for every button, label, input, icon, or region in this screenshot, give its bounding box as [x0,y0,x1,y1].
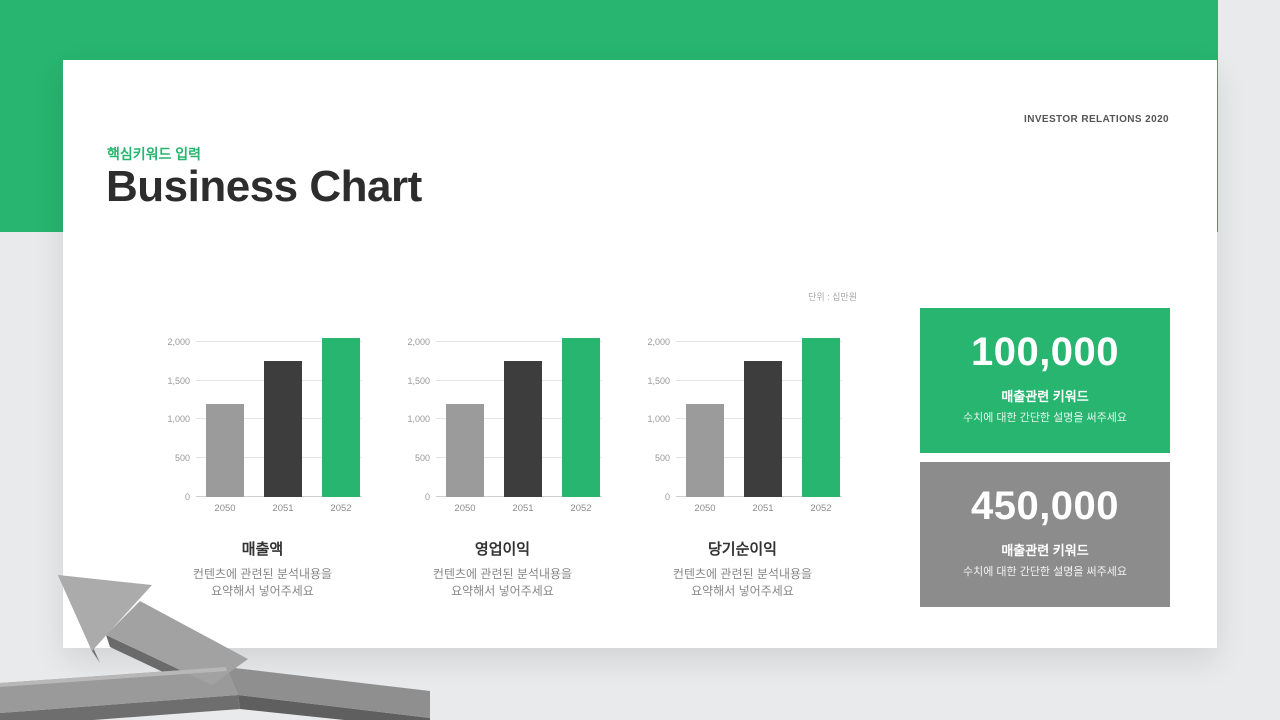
y-tick: 0 [184,492,190,502]
y-tick: 1,000 [167,414,190,424]
plot-area: 2,000 1,500 1,000 500 0 2050 2051 2052 [167,337,362,514]
chart-description: 컨텐츠에 관련된 분석내용을 요약해서 넣어주세요 [160,566,365,600]
page-title: Business Chart [106,162,422,211]
stat-value: 100,000 [970,330,1120,374]
x-label: 2052 [330,503,352,514]
bar-2050 [206,404,244,497]
chart-desc-line: 요약해서 넣어주세요 [691,584,794,598]
chart-desc-line: 컨텐츠에 관련된 분석내용을 [192,567,333,581]
y-tick: 1,500 [407,376,430,386]
bar-2052 [322,338,360,497]
x-label: 2051 [272,503,294,514]
y-tick: 2,000 [647,337,670,347]
unit-note: 단위 : 십만원 [808,292,857,302]
plot-area: 2,000 1,500 1,000 500 0 2050 2051 2052 [407,337,602,514]
y-tick: 0 [424,492,430,502]
chart-title: 당기순이익 [707,541,777,558]
x-label: 2050 [454,503,476,514]
chart-desc-line: 요약해서 넣어주세요 [211,584,314,598]
stat-card-gray: 450,000 매출관련 키워드 수치에 대한 간단한 설명을 써주세요 [920,462,1170,607]
slide-card: INVESTOR RELATIONS 2020 핵심키워드 입력 Busines… [63,60,1217,648]
eyebrow-keyword: 핵심키워드 입력 [107,146,202,162]
gridline: 2,000 [647,337,842,347]
x-label: 2051 [512,503,534,514]
y-tick: 500 [654,453,670,463]
road-arrow-graphic [0,575,430,720]
bar-chart-operating-profit: 2,000 1,500 1,000 500 0 2050 2051 2052 영… [400,330,605,640]
bar-2050 [686,404,724,497]
chart-desc-line: 컨텐츠에 관련된 분석내용을 [432,567,573,581]
stat-keyword: 매출관련 키워드 [1001,389,1089,404]
gridline: 2,000 [167,337,362,347]
bar-2052 [562,338,600,497]
stat-description: 수치에 대한 간단한 설명을 써주세요 [962,412,1128,424]
bar-2051 [744,361,782,497]
y-tick: 500 [174,453,190,463]
y-tick: 2,000 [407,337,430,347]
x-label: 2051 [752,503,774,514]
chart-description: 컨텐츠에 관련된 분석내용을 요약해서 넣어주세요 [640,566,845,600]
stat-card-green: 100,000 매출관련 키워드 수치에 대한 간단한 설명을 써주세요 [920,308,1170,453]
y-tick: 1,000 [647,414,670,424]
y-tick: 1,000 [407,414,430,424]
bar-chart-net-profit: 2,000 1,500 1,000 500 0 2050 2051 2052 당… [640,330,845,640]
bar-2051 [264,361,302,497]
y-tick: 1,500 [647,376,670,386]
bar-2052 [802,338,840,497]
header-right-label: INVESTOR RELATIONS 2020 [1024,114,1169,125]
x-label: 2052 [570,503,592,514]
chart-desc-line: 요약해서 넣어주세요 [451,584,554,598]
x-label: 2050 [694,503,716,514]
plot-area: 2,000 1,500 1,000 500 0 2050 2051 2052 [647,337,842,514]
chart-title: 매출액 [241,541,284,558]
x-label: 2052 [810,503,832,514]
y-tick: 500 [414,453,430,463]
chart-description: 컨텐츠에 관련된 분석내용을 요약해서 넣어주세요 [400,566,605,600]
y-tick: 0 [664,492,670,502]
stat-value: 450,000 [970,484,1120,528]
y-tick: 2,000 [167,337,190,347]
x-label: 2050 [214,503,236,514]
chart-title: 영업이익 [474,541,531,558]
stat-description: 수치에 대한 간단한 설명을 써주세요 [962,566,1128,578]
chart-desc-line: 컨텐츠에 관련된 분석내용을 [672,567,813,581]
bar-2050 [446,404,484,497]
stat-keyword: 매출관련 키워드 [1001,543,1089,558]
bar-2051 [504,361,542,497]
bar-chart-revenue: 2,000 1,500 1,000 500 0 2050 2051 2052 매… [160,330,365,640]
y-tick: 1,500 [167,376,190,386]
gridline: 2,000 [407,337,602,347]
